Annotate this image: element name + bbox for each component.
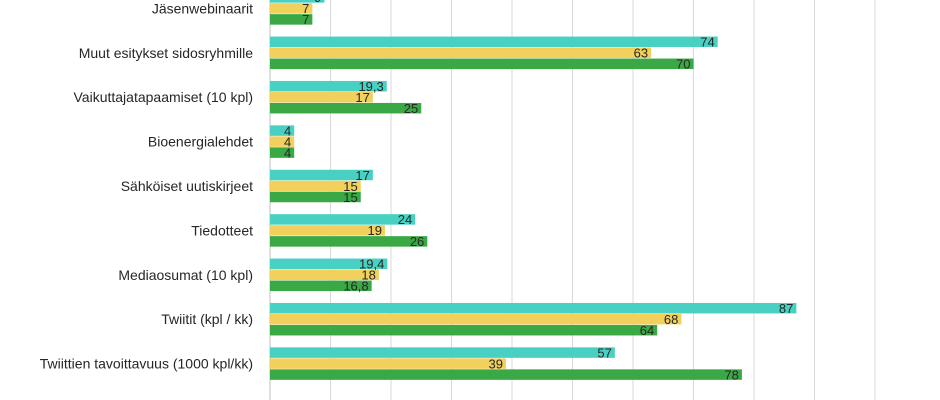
bar-series-3 — [270, 280, 372, 292]
bar-series-2 — [270, 269, 379, 281]
data-label: 7 — [302, 1, 309, 16]
bar-series-1 — [270, 80, 387, 92]
data-label: 16,8 — [343, 279, 368, 294]
bar-series-3 — [270, 14, 313, 25]
data-label: 70 — [676, 57, 690, 72]
category-label: Mediaosumat (10 kpl) — [118, 267, 253, 283]
bar-series-3 — [270, 324, 658, 336]
data-label: 7 — [302, 12, 309, 27]
bar-series-3 — [270, 191, 361, 203]
data-label: 19,4 — [359, 257, 384, 272]
category-label: Vaikuttajatapaamiset (10 kpl) — [74, 89, 254, 105]
data-label: 68 — [664, 312, 678, 327]
category-labels: Jäsenwebinaarit Muut esitykset sidosryhmi… — [40, 0, 253, 371]
bar-series-2 — [270, 313, 682, 325]
data-label: 19 — [367, 223, 381, 238]
category-label: Jäsenwebinaarit — [152, 0, 253, 16]
bar-series-1 — [270, 36, 718, 48]
bar-series-1 — [270, 347, 615, 358]
category-label: Tiedotteet — [191, 222, 253, 238]
bar-series-1 — [270, 302, 797, 314]
data-label: 39 — [488, 356, 502, 371]
bar-series-1 — [270, 169, 373, 181]
data-label: 15 — [343, 190, 357, 205]
data-label: 9 — [314, 0, 321, 5]
data-label: 78 — [724, 367, 738, 382]
bar-series-3 — [270, 58, 694, 70]
data-label: 57 — [597, 345, 611, 360]
data-label: 87 — [779, 301, 793, 316]
bar-series-2 — [270, 47, 652, 59]
bar-series-2 — [270, 91, 373, 103]
bar-series-1 — [270, 258, 388, 270]
bar-series-2 — [270, 225, 385, 236]
data-label: 19,3 — [358, 79, 383, 94]
bars — [270, 0, 797, 380]
data-label: 15 — [343, 179, 357, 194]
category-label: Twiittien tavoittavuus (1000 kpl/kk) — [40, 356, 253, 372]
bar-series-1 — [270, 125, 295, 136]
data-label: 4 — [284, 123, 291, 138]
data-label: 24 — [398, 212, 412, 227]
bar-series-2 — [270, 3, 313, 14]
bar-series-2 — [270, 136, 295, 147]
data-label: 4 — [284, 145, 291, 160]
category-label: Muut esitykset sidosryhmille — [79, 45, 253, 61]
category-label: Twiitit (kpl / kk) — [161, 311, 253, 327]
bar-series-3 — [270, 102, 422, 114]
data-label: 63 — [634, 46, 648, 61]
category-label: Sähköiset uutiskirjeet — [121, 178, 253, 194]
category-label: Bioenergialehdet — [148, 134, 253, 150]
bar-series-3 — [270, 369, 742, 380]
data-labels: 197774637019,3172544417151524192619,4181… — [284, 0, 793, 382]
data-label: 74 — [700, 35, 714, 50]
bar-series-3 — [270, 236, 428, 247]
data-label: 64 — [640, 323, 654, 338]
data-label: 17 — [355, 90, 369, 105]
bar-series-1 — [270, 214, 416, 225]
data-label: 26 — [410, 234, 424, 249]
bar-series-1 — [270, 0, 325, 3]
data-label: 25 — [404, 101, 418, 116]
data-label: 17 — [355, 168, 369, 183]
data-label: 4 — [284, 134, 291, 149]
bar-series-2 — [270, 180, 361, 192]
bar-series-3 — [270, 147, 295, 158]
data-label: 18 — [361, 268, 375, 283]
bar-series-2 — [270, 358, 506, 369]
